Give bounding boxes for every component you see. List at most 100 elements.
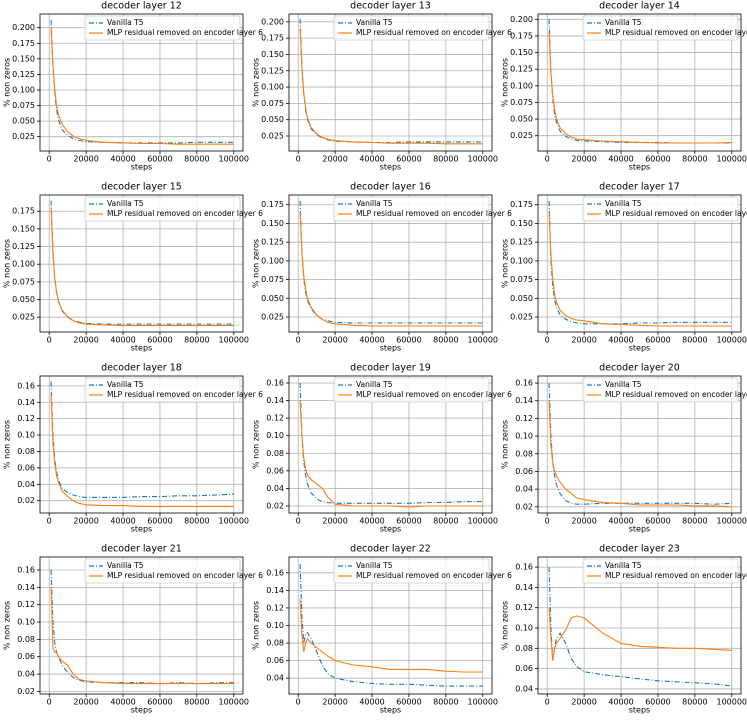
x-axis-label: steps <box>380 163 401 172</box>
x-tick-label: 0 <box>47 698 52 707</box>
x-tick-label: 100000 <box>218 698 249 707</box>
y-tick-label: 0.125 <box>510 65 533 74</box>
x-tick-label: 40000 <box>359 336 384 345</box>
y-tick-label: 0.10 <box>266 621 284 630</box>
x-tick-label: 40000 <box>359 155 384 164</box>
y-tick-label: 0.14 <box>515 583 533 592</box>
y-axis-label: % non zeros <box>3 420 12 469</box>
chart-title: decoder layer 15 <box>101 182 182 193</box>
legend-box <box>84 558 241 584</box>
x-axis-label: steps <box>131 163 152 172</box>
x-tick-label: 60000 <box>645 155 670 164</box>
legend-label: MLP residual removed on encoder layer 6 <box>356 390 512 399</box>
legend-label: Vanilla T5 <box>107 561 144 570</box>
chart-title: decoder layer 16 <box>350 182 431 193</box>
y-tick-label: 0.175 <box>261 200 284 209</box>
x-axis-label: steps <box>629 344 650 353</box>
x-tick-label: 100000 <box>467 698 498 707</box>
x-tick-label: 0 <box>47 517 52 526</box>
data-line <box>50 200 234 325</box>
x-tick-label: 20000 <box>322 698 347 707</box>
y-tick-label: 0.025 <box>12 132 35 141</box>
y-tick-label: 0.02 <box>17 687 35 696</box>
y-tick-label: 0.12 <box>266 414 284 423</box>
legend-box <box>582 377 739 403</box>
legend-label: MLP residual removed on encoder layer 6 <box>356 571 512 580</box>
panel: decoder layer 23 0 20000 40000 60000 80000 100… <box>501 544 747 715</box>
x-tick-label: 60000 <box>396 155 421 164</box>
chart-title: decoder layer 22 <box>350 544 431 555</box>
data-line <box>50 393 234 507</box>
x-tick-label: 60000 <box>396 698 421 707</box>
x-tick-label: 20000 <box>571 517 596 526</box>
y-tick-label: 0.100 <box>261 256 284 265</box>
y-tick-label: 0.075 <box>510 98 533 107</box>
x-tick-label: 100000 <box>467 155 498 164</box>
y-tick-label: 0.12 <box>17 600 35 609</box>
data-line <box>50 27 234 145</box>
y-axis-label: % non zeros <box>3 58 12 107</box>
x-tick-label: 40000 <box>110 336 135 345</box>
x-tick-label: 20000 <box>73 517 98 526</box>
y-tick-label: 0.10 <box>515 624 533 633</box>
data-line <box>299 212 483 327</box>
y-tick-label: 0.200 <box>12 23 35 32</box>
data-line <box>299 400 483 508</box>
y-tick-label: 0.075 <box>261 99 284 108</box>
y-tick-label: 0.025 <box>261 131 284 140</box>
y-tick-label: 0.04 <box>266 674 284 683</box>
x-tick-label: 20000 <box>571 336 596 345</box>
y-axis-label: % non zeros <box>252 58 261 107</box>
x-tick-label: 40000 <box>110 517 135 526</box>
legend-box <box>582 558 739 584</box>
y-tick-label: 0.10 <box>17 431 35 440</box>
legend-box <box>84 196 241 222</box>
x-tick-label: 0 <box>296 698 301 707</box>
data-line <box>548 400 732 508</box>
x-tick-label: 0 <box>47 155 52 164</box>
legend-label: MLP residual removed on encoder layer 6 <box>107 571 263 580</box>
chart-title: decoder layer 23 <box>599 544 680 555</box>
legend-label: Vanilla T5 <box>356 380 393 389</box>
chart-title: decoder layer 18 <box>101 363 182 374</box>
chart-title: decoder layer 14 <box>599 1 680 12</box>
panel: decoder layer 15 0 20000 40000 60000 80000 100… <box>3 182 264 353</box>
chart-title: decoder layer 19 <box>350 363 431 374</box>
y-tick-label: 0.12 <box>515 603 533 612</box>
data-line <box>548 200 732 325</box>
x-tick-label: 40000 <box>608 698 633 707</box>
y-tick-label: 0.025 <box>12 313 35 322</box>
x-tick-label: 20000 <box>571 698 596 707</box>
x-tick-label: 60000 <box>147 155 172 164</box>
x-tick-label: 100000 <box>218 336 249 345</box>
plot-frame <box>39 556 244 695</box>
x-axis-label: steps <box>629 706 650 715</box>
y-tick-label: 0.10 <box>17 618 35 627</box>
data-line <box>548 212 732 327</box>
plot-frame <box>537 556 742 695</box>
y-tick-label: 0.06 <box>266 466 284 475</box>
x-tick-label: 20000 <box>322 336 347 345</box>
plot-frame <box>537 13 742 152</box>
y-tick-label: 0.12 <box>515 414 533 423</box>
y-tick-label: 0.050 <box>261 115 284 124</box>
y-tick-label: 0.08 <box>17 635 35 644</box>
x-tick-label: 80000 <box>433 155 458 164</box>
data-line <box>548 383 732 505</box>
x-tick-label: 60000 <box>645 517 670 526</box>
y-tick-label: 0.08 <box>515 449 533 458</box>
y-tick-label: 0.16 <box>266 568 284 577</box>
data-line <box>299 563 483 687</box>
legend-box <box>84 15 241 41</box>
y-tick-label: 0.14 <box>266 396 284 405</box>
y-tick-label: 0.125 <box>510 238 533 247</box>
x-tick-label: 0 <box>296 155 301 164</box>
data-line <box>50 569 234 685</box>
panel: decoder layer 19 0 20000 40000 60000 80000 100… <box>252 363 513 534</box>
panel: decoder layer 13 0 20000 40000 60000 80000 100… <box>252 1 513 172</box>
y-tick-label: 0.04 <box>17 670 35 679</box>
x-tick-label: 20000 <box>73 698 98 707</box>
x-axis-label: steps <box>131 706 152 715</box>
legend-box <box>582 15 739 41</box>
